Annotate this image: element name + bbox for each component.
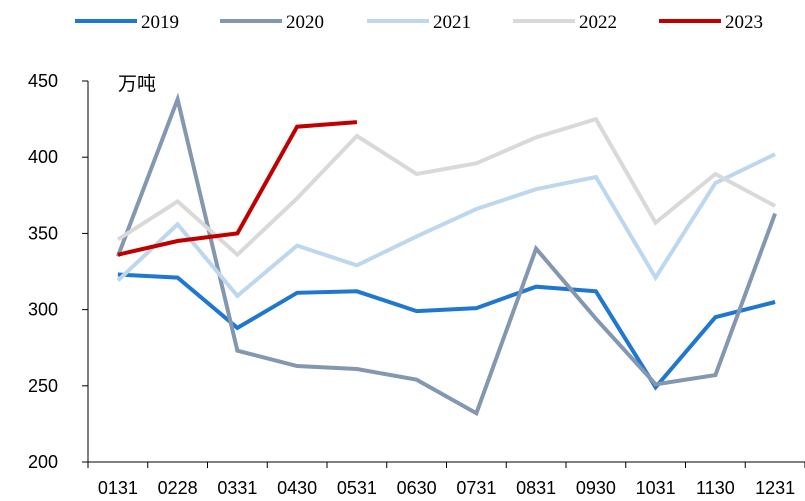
legend-label-2023: 2023 [725,12,763,33]
x-axis: 0131 0228 0331 0430 0531 0630 0731 0831 0930 1031… [87,461,805,498]
y-tick-label: 250 [28,376,58,396]
y-tick-label: 400 [28,147,58,167]
series-line-2019 [117,272,776,391]
x-tick-label: 0531 [337,478,377,498]
x-tick-label: 1031 [636,478,676,498]
series-line-2022 [116,116,777,258]
x-tick-label: 0131 [98,478,138,498]
x-tick-label: 0731 [456,478,496,498]
legend: 2019 2020 2021 2022 2023 [75,12,763,33]
y-tick-label: 200 [28,452,58,472]
series-layer [116,92,777,417]
x-tick-label: 0831 [516,478,556,498]
legend-label-2020: 2020 [286,12,324,33]
x-tick-label: 0430 [277,478,317,498]
y-tick-label: 450 [28,71,58,91]
series-line-2023 [117,120,358,257]
x-tick-label: 1130 [696,478,735,498]
legend-label-2022: 2022 [579,12,617,33]
x-tick-label: 1231 [755,478,795,498]
y-tick-label: 350 [28,223,58,243]
legend-label-2021: 2021 [433,12,471,33]
y-tick-label: 300 [28,300,58,320]
x-tick-label: 0930 [576,478,616,498]
x-tick-label: 0228 [158,478,198,498]
y-axis: 200 250 300 350 400 450 [28,71,89,472]
x-tick-label: 0331 [217,478,257,498]
unit-label: 万吨 [118,73,156,95]
legend-label-2019: 2019 [141,12,179,33]
x-tick-label: 0630 [397,478,437,498]
series-line-2020 [116,92,777,417]
series-line-2021 [116,152,776,299]
